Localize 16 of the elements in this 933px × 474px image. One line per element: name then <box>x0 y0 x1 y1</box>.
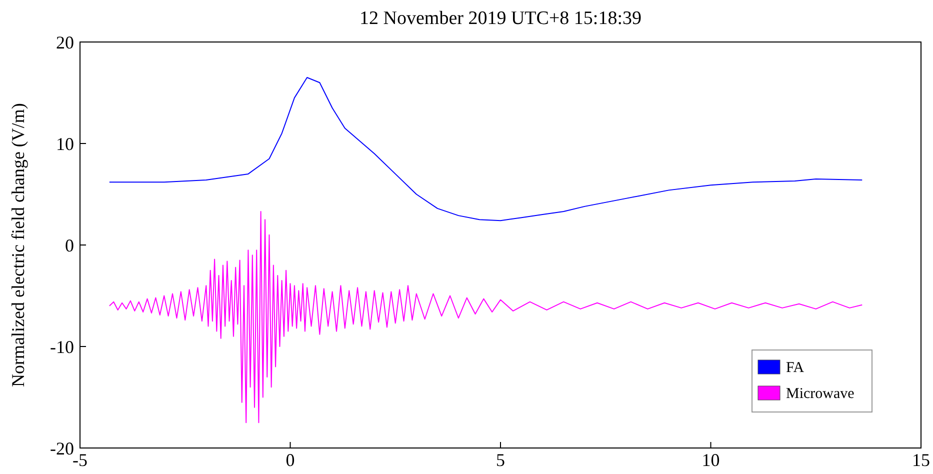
y-axis-title: Normalized electric field change (V/m) <box>8 103 28 387</box>
y-tick-label: -10 <box>50 336 74 357</box>
y-tick-label: 20 <box>56 32 74 52</box>
y-tick-label: 0 <box>65 235 74 256</box>
line-series <box>108 77 863 222</box>
y-tick-label: -20 <box>50 438 74 458</box>
x-tick-label: 5 <box>496 450 505 470</box>
x-tick-label: 15 <box>912 450 930 470</box>
legend-label: FA <box>786 360 804 376</box>
x-tick-label: -5 <box>72 450 88 470</box>
y-tick-label: 10 <box>56 134 74 154</box>
x-tick-label: 10 <box>702 450 720 470</box>
line-series <box>108 211 863 424</box>
chart-title: 12 November 2019 UTC+8 15:18:39 <box>360 8 642 29</box>
legend-label: Microwave <box>786 386 855 402</box>
x-tick-label: 0 <box>286 450 295 470</box>
